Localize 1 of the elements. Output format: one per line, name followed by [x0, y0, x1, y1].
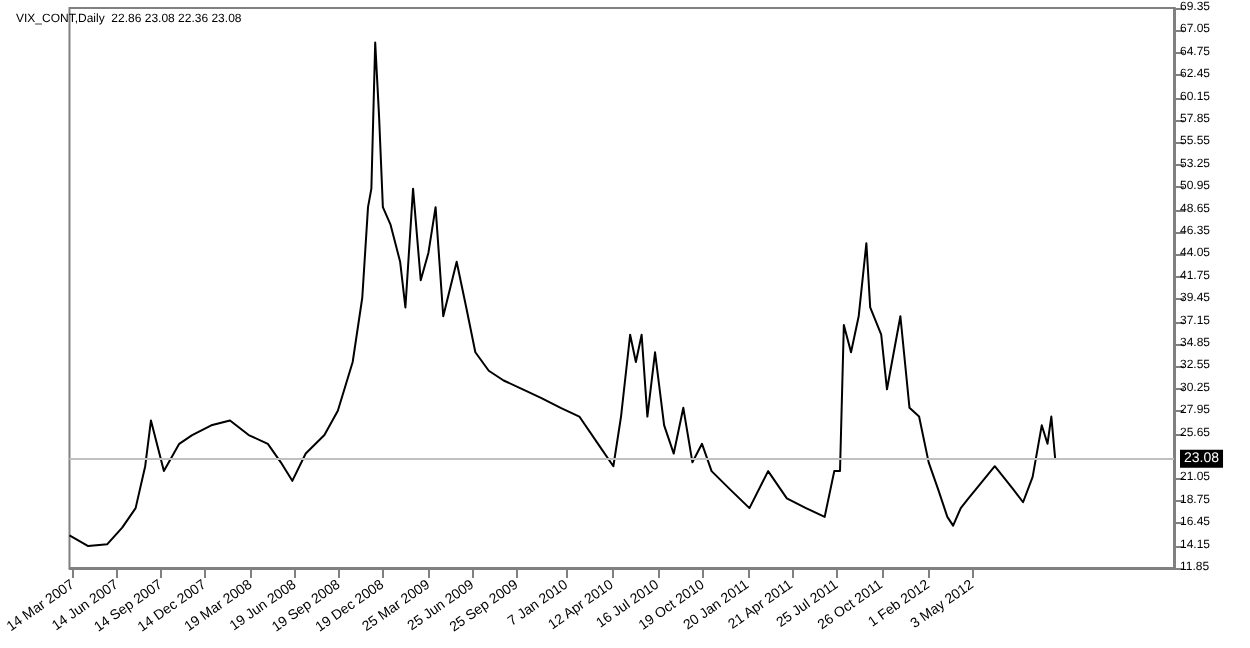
- line-series: [68, 41, 1057, 548]
